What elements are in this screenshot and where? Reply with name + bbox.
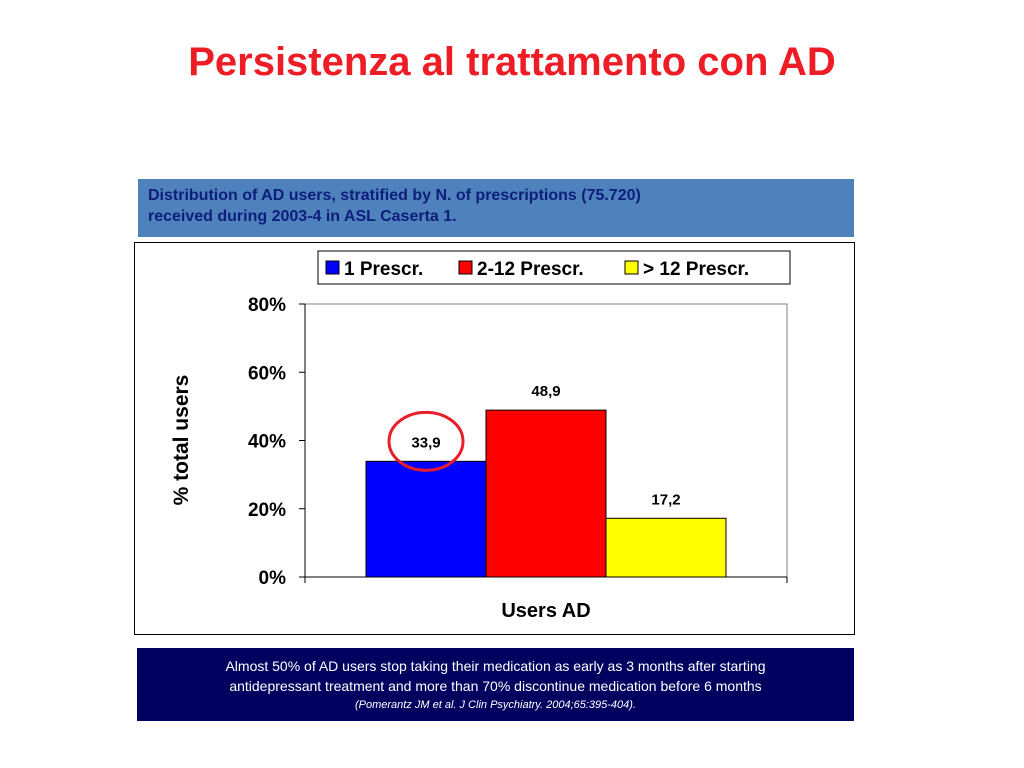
y-axis-label: % total users (170, 375, 193, 506)
legend-label-2: 2-12 Prescr. (477, 259, 584, 280)
bar-2 (485, 409, 607, 578)
chart-caption-line-2: received during 2003-4 in ASL Caserta 1. (148, 208, 457, 225)
highlight-circle (387, 410, 465, 472)
legend-swatch-2 (458, 260, 473, 275)
legend-swatch-3 (624, 260, 639, 275)
note-line-2: antidepressant treatment and more than 7… (229, 678, 762, 694)
x-axis-label: Users AD (501, 600, 590, 622)
y-tick-label: 0% (259, 568, 287, 589)
y-tick-label: 80% (248, 295, 286, 316)
y-tick-label: 60% (248, 363, 286, 384)
data-label: 33,9 (411, 434, 440, 451)
bar-3 (605, 517, 727, 578)
legend-swatch-1 (325, 260, 340, 275)
note-reference: (Pomerantz JM et al. J Clin Psychiatry. … (354, 699, 637, 711)
bar-1 (365, 460, 487, 578)
chart-caption-box: Distribution of AD users, stratified by … (138, 179, 854, 237)
data-label: 48,9 (531, 383, 560, 400)
note-line-1: Almost 50% of AD users stop taking their… (225, 658, 766, 674)
y-tick-label: 20% (248, 500, 286, 521)
legend-box (317, 250, 791, 285)
slide-title: Persistenza al trattamento con AD (188, 40, 836, 84)
legend-label-1: 1 Prescr. (344, 259, 423, 280)
chart-caption-line-1: Distribution of AD users, stratified by … (148, 187, 641, 204)
legend-label-3: > 12 Prescr. (643, 259, 749, 280)
note-box: Almost 50% of AD users stop taking their… (137, 648, 854, 721)
y-tick-label: 40% (248, 432, 286, 453)
data-label: 17,2 (651, 491, 680, 508)
